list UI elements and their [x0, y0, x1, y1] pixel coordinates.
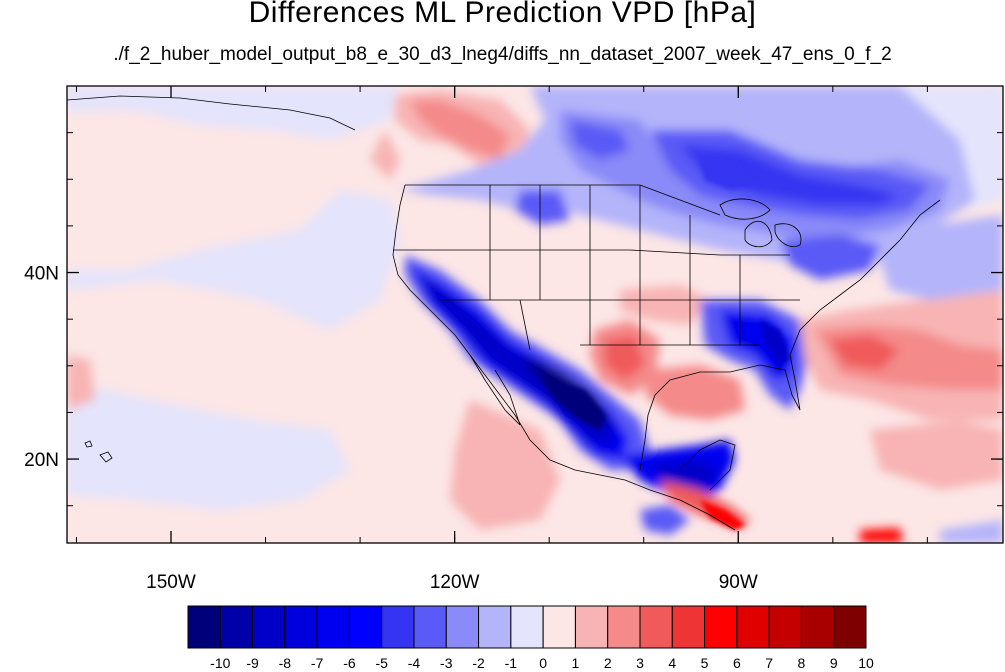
colorbar: -10 -9 -8 -7 -6 -5 -4 -3 -2 -1 0 1 2 3 4 5 6 7 8 9 10	[187, 605, 874, 671]
map-axes: 150W 120W 90W 40N 20N	[24, 85, 1003, 593]
colorbar-swatch	[704, 605, 738, 649]
colorbar-label: -8	[279, 655, 292, 671]
anomaly-field	[67, 86, 1003, 543]
colorbar-swatch	[833, 605, 867, 649]
colorbar-label: -3	[440, 655, 453, 671]
colorbar-swatch	[284, 605, 318, 649]
colorbar-swatch	[768, 605, 802, 649]
lon-tick-label: 90W	[719, 572, 758, 593]
colorbar-label: -1	[505, 655, 518, 671]
colorbar-swatch	[607, 605, 641, 649]
lat-tick-label: 40N	[24, 264, 59, 285]
map-subtitle: ./f_2_huber_model_output_b8_e_30_d3_lneg…	[113, 44, 892, 65]
colorbar-label: -5	[375, 655, 388, 671]
colorbar-label: 5	[701, 655, 709, 671]
colorbar-swatch	[348, 605, 383, 649]
coastlines	[67, 95, 941, 531]
map-frame	[66, 85, 1004, 544]
colorbar-swatch	[671, 605, 706, 649]
colorbar-label: -2	[472, 655, 485, 671]
colorbar-label: 1	[572, 655, 580, 671]
colorbar-label: -6	[343, 655, 356, 671]
lon-tick-label: 120W	[430, 572, 480, 593]
colorbar-label: -7	[311, 655, 324, 671]
colorbar-swatch	[316, 605, 350, 649]
colorbar-label: 8	[798, 655, 806, 671]
lat-tick-label: 20N	[24, 450, 59, 471]
colorbar-label: -10	[210, 655, 230, 671]
colorbar-swatch	[445, 605, 480, 649]
colorbar-label: -4	[408, 655, 421, 671]
colorbar-label: 6	[733, 655, 741, 671]
colorbar-label: 7	[765, 655, 773, 671]
lon-tick-label: 150W	[146, 572, 196, 593]
colorbar-swatch	[413, 605, 447, 649]
colorbar-label: 0	[539, 655, 547, 671]
map-title: Differences ML Prediction VPD [hPa]	[248, 0, 757, 29]
colorbar-swatch	[639, 605, 673, 649]
colorbar-swatch	[381, 605, 415, 649]
colorbar-swatch	[574, 605, 609, 649]
colorbar-swatch	[252, 605, 286, 649]
colorbar-swatch	[187, 605, 221, 649]
colorbar-swatch	[542, 605, 576, 649]
colorbar-label: 10	[858, 655, 874, 671]
colorbar-label: 2	[604, 655, 612, 671]
colorbar-label: 3	[636, 655, 644, 671]
colorbar-label: 4	[668, 655, 676, 671]
colorbar-label: 9	[830, 655, 838, 671]
colorbar-label: -9	[246, 655, 259, 671]
colorbar-swatch	[800, 605, 835, 649]
colorbar-swatch	[478, 605, 512, 649]
colorbar-swatch	[510, 605, 544, 649]
colorbar-swatch	[736, 605, 770, 649]
colorbar-swatch	[219, 605, 254, 649]
